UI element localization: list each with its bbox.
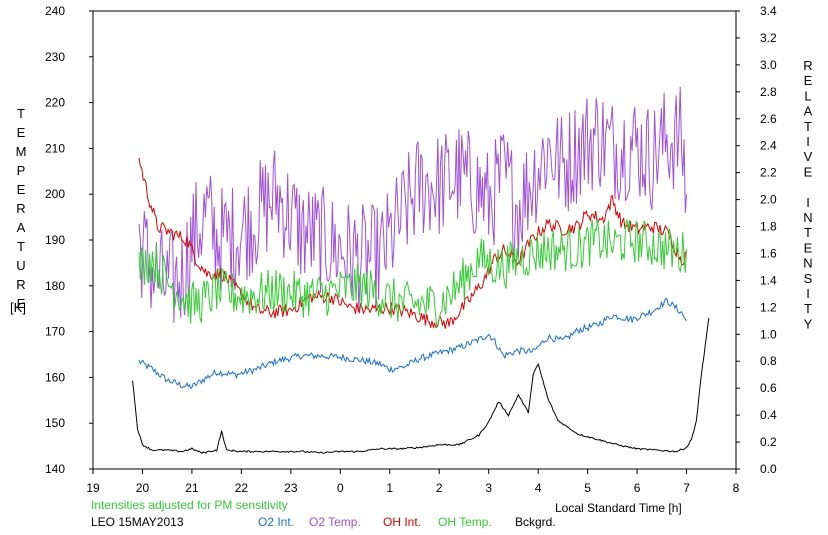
y-left-tick-label: 150 bbox=[45, 416, 65, 430]
left-axis-letter: U bbox=[16, 258, 25, 273]
y-left-tick-label: 240 bbox=[45, 4, 65, 18]
y-right-tick-label: 0.8 bbox=[760, 354, 777, 368]
left-axis-letter: E bbox=[17, 296, 26, 311]
right-axis-letter: T bbox=[804, 301, 812, 316]
left-y-axis: 140 150 160 170 180 190 200 210 220 230 240 bbox=[45, 4, 93, 476]
right-axis-letter: I bbox=[806, 195, 810, 210]
x-tick-label: 0 bbox=[337, 481, 344, 495]
x-tick-label: 20 bbox=[136, 481, 150, 495]
y-right-tick-label: 2.8 bbox=[760, 85, 777, 99]
x-tick-label: 2 bbox=[436, 481, 443, 495]
series-o2-int-line bbox=[138, 298, 687, 390]
y-right-tick-label: 1.8 bbox=[760, 220, 777, 234]
legend-entry: Bckgrd. bbox=[515, 515, 556, 529]
y-right-tick-label: 0.0 bbox=[760, 462, 777, 476]
y-left-tick-label: 170 bbox=[45, 325, 65, 339]
y-right-tick-label: 1.6 bbox=[760, 246, 777, 260]
right-axis-letter: Y bbox=[804, 316, 813, 331]
y-right-tick-label: 1.2 bbox=[760, 300, 777, 314]
right-axis-letter: T bbox=[804, 119, 812, 134]
pm-sensitivity-note: Intensities adjusted for PM sensitivity bbox=[91, 498, 288, 512]
series-o2-temp-line bbox=[138, 86, 687, 323]
y-right-tick-label: 2.2 bbox=[760, 166, 777, 180]
right-axis-letter: L bbox=[804, 88, 811, 103]
y-right-tick-label: 3.0 bbox=[760, 58, 777, 72]
y-right-tick-label: 2.6 bbox=[760, 112, 777, 126]
series-oh-temp-line bbox=[138, 219, 687, 328]
x-tick-label: 6 bbox=[634, 481, 641, 495]
y-left-tick-label: 200 bbox=[45, 187, 65, 201]
right-axis-letter: I bbox=[806, 134, 810, 149]
y-right-tick-label: 2.0 bbox=[760, 193, 777, 207]
series-oh-int-line bbox=[138, 157, 687, 329]
x-tick-label: 1 bbox=[386, 481, 393, 495]
left-axis-unit: [K] bbox=[10, 300, 26, 315]
x-tick-label: 4 bbox=[535, 481, 542, 495]
y-left-tick-label: 190 bbox=[45, 233, 65, 247]
station-date-label: LEO 15MAY2013 bbox=[91, 515, 184, 529]
legend-entry: O2 Int. bbox=[258, 515, 294, 529]
x-axis: 19 20 21 22 23 0 1 2 3 4 5 6 7 8 bbox=[86, 469, 740, 495]
right-axis-letter: N bbox=[803, 256, 812, 271]
right-axis-letter: N bbox=[803, 210, 812, 225]
left-axis-letter: P bbox=[17, 163, 26, 178]
left-axis-letter: E bbox=[17, 125, 26, 140]
right-axis-letter: S bbox=[804, 271, 813, 286]
x-tick-label: 3 bbox=[485, 481, 492, 495]
y-right-tick-label: 3.2 bbox=[760, 31, 777, 45]
series-lines bbox=[132, 86, 710, 454]
legend: O2 Int. O2 Temp. OH Int. OH Temp. Bckgrd. bbox=[258, 515, 556, 529]
right-axis-letter: E bbox=[804, 164, 813, 179]
right-y-axis: 0.0 0.2 0.4 0.6 0.8 1.0 1.2 1.4 1.6 1.8 2.0 2.2 2.4 2… bbox=[736, 4, 777, 476]
right-axis-letter: I bbox=[806, 286, 810, 301]
x-tick-label: 8 bbox=[733, 481, 740, 495]
series-bckgrd-line bbox=[132, 318, 710, 454]
legend-entry: OH Temp. bbox=[438, 515, 492, 529]
y-right-tick-label: 1.0 bbox=[760, 327, 777, 341]
x-tick-label: 7 bbox=[683, 481, 690, 495]
left-axis-letter: T bbox=[17, 106, 25, 121]
x-tick-label: 22 bbox=[235, 481, 249, 495]
y-right-tick-label: 1.4 bbox=[760, 273, 777, 287]
right-axis-letter: E bbox=[804, 240, 813, 255]
right-axis-letter: E bbox=[804, 73, 813, 88]
y-right-tick-label: 0.2 bbox=[760, 435, 777, 449]
x-tick-label: 21 bbox=[185, 481, 199, 495]
y-right-tick-label: 0.6 bbox=[760, 381, 777, 395]
legend-entry: O2 Temp. bbox=[309, 515, 361, 529]
y-right-tick-label: 2.4 bbox=[760, 139, 777, 153]
left-axis-letter: R bbox=[16, 201, 25, 216]
left-axis-letter: A bbox=[17, 220, 26, 235]
y-left-tick-label: 160 bbox=[45, 370, 65, 384]
left-axis-letter: E bbox=[17, 182, 26, 197]
x-tick-label: 23 bbox=[284, 481, 298, 495]
left-axis-letter: M bbox=[16, 144, 27, 159]
legend-entry: OH Int. bbox=[383, 515, 421, 529]
right-axis-letter: T bbox=[804, 225, 812, 240]
y-right-tick-label: 0.4 bbox=[760, 408, 777, 422]
y-right-tick-label: 3.4 bbox=[760, 4, 777, 18]
y-left-tick-label: 140 bbox=[45, 462, 65, 476]
x-tick-label: 5 bbox=[584, 481, 591, 495]
x-axis-label: Local Standard Time [h] bbox=[555, 501, 682, 515]
left-axis-letter: R bbox=[16, 277, 25, 292]
left-axis-letter: T bbox=[17, 239, 25, 254]
y-left-tick-label: 230 bbox=[45, 50, 65, 64]
y-left-tick-label: 210 bbox=[45, 141, 65, 155]
right-axis-letter: R bbox=[803, 58, 812, 73]
y-left-tick-label: 220 bbox=[45, 96, 65, 110]
x-tick-label: 19 bbox=[86, 481, 100, 495]
right-axis-letter: V bbox=[804, 149, 813, 164]
y-left-tick-label: 180 bbox=[45, 279, 65, 293]
right-axis-letter: A bbox=[804, 104, 813, 119]
